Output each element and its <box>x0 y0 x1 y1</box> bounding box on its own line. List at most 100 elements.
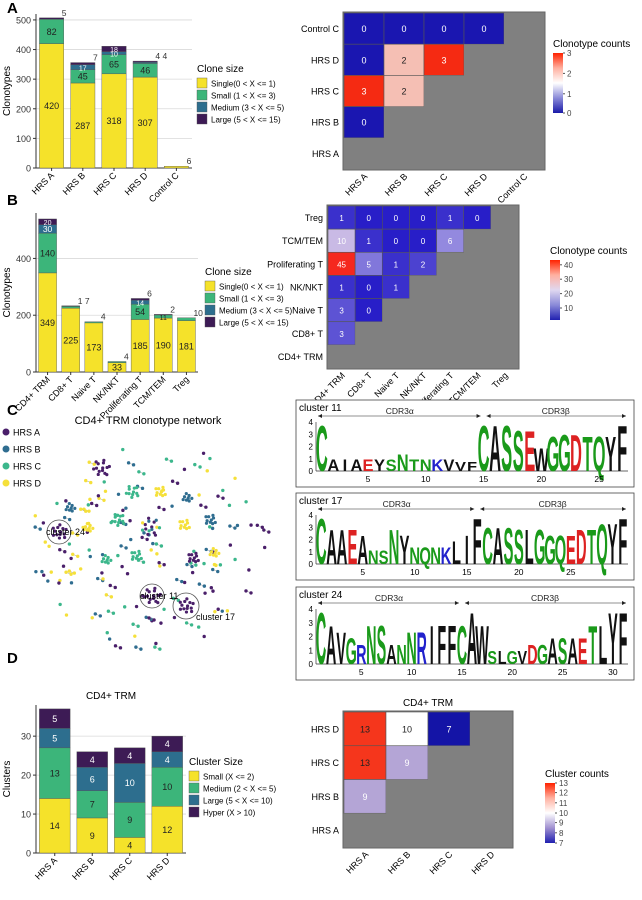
cell-label: 0 <box>481 24 486 34</box>
heatmap-cell <box>504 106 544 138</box>
logo-letter: R <box>356 639 366 670</box>
network-node <box>260 525 265 529</box>
logo-letter: S <box>487 648 497 668</box>
y-tick-label: 20 <box>21 771 31 781</box>
network-node <box>132 486 136 490</box>
row-label: HRS B <box>311 118 339 128</box>
logo-letter: C <box>457 615 467 677</box>
colorbar-title: Cluster counts <box>545 769 609 780</box>
data-label: 5 <box>52 733 57 743</box>
heatmap-cell <box>464 44 504 76</box>
legend-swatch <box>196 77 208 89</box>
logo-letter: A <box>357 527 368 574</box>
data-label: 9 <box>127 815 132 825</box>
network-node <box>58 523 62 527</box>
colorbar-tick-label: 8 <box>559 829 564 838</box>
network-node <box>190 553 194 557</box>
cluster-highlight <box>46 519 72 545</box>
network-node <box>133 634 137 638</box>
network-node <box>102 458 106 462</box>
network-node <box>69 506 73 510</box>
data-label: 65 <box>109 59 119 69</box>
logo-letter: T <box>409 457 419 475</box>
data-label: 20 <box>44 220 52 227</box>
heatmap-cell <box>490 206 518 230</box>
cell-label: 10 <box>402 724 412 734</box>
network-node <box>187 525 191 530</box>
network-node <box>79 507 83 511</box>
network-node <box>190 609 194 614</box>
logo-letter: Q <box>419 543 431 570</box>
network-node <box>194 563 198 567</box>
network-node <box>102 480 106 484</box>
logo-letter: D <box>576 519 587 574</box>
network-node <box>185 518 189 522</box>
network-node <box>84 478 88 483</box>
legend-label: Medium (3 < X <= 5) <box>219 307 292 316</box>
network-node <box>88 523 92 528</box>
network-node <box>148 597 152 601</box>
data-label: 4 <box>90 755 95 765</box>
y-tick-label: 400 <box>16 254 31 264</box>
legend-swatch <box>188 794 200 806</box>
logo-letter: A <box>386 639 396 670</box>
network-node <box>129 537 133 542</box>
network-node <box>192 549 196 554</box>
heatmap-cell <box>384 106 424 138</box>
bar-segment <box>132 76 158 169</box>
data-label: 9 <box>90 831 95 841</box>
legend-label: HRS B <box>13 445 41 455</box>
logo-letter: T <box>583 427 593 482</box>
network-node <box>67 517 72 522</box>
network-node <box>134 645 138 649</box>
network-node <box>187 553 191 557</box>
logo-letter: S <box>503 518 513 576</box>
legend-dot <box>2 462 10 470</box>
colorbar <box>550 260 560 320</box>
data-label: 420 <box>44 101 59 111</box>
legend-label: Single(0 < X <= 1) <box>219 283 284 292</box>
bar-segment <box>114 763 146 803</box>
bar-segment <box>70 82 96 169</box>
network-node <box>164 457 169 461</box>
network-node <box>204 547 208 552</box>
network-node <box>64 570 68 574</box>
network-node <box>189 606 193 610</box>
network-node <box>204 505 208 509</box>
network-node <box>137 557 141 562</box>
network-node <box>180 579 184 584</box>
x-tick-label: HRS C <box>92 170 119 197</box>
heatmap-cell <box>343 711 387 747</box>
arrow-head <box>470 507 475 511</box>
network-node <box>67 542 72 546</box>
logo-x-tick-label: 25 <box>558 667 568 677</box>
cell-label: 6 <box>448 237 453 246</box>
network-node <box>205 469 209 473</box>
network-node <box>213 520 217 525</box>
heatmap-cell <box>409 321 437 345</box>
network-node <box>47 544 51 549</box>
network-node <box>64 499 68 503</box>
logo-letter: F <box>447 615 456 677</box>
legend-label: Large (5 < X <= 15) <box>219 319 289 328</box>
bar-segment <box>107 361 127 363</box>
network-node <box>228 543 233 547</box>
logo-x-tick-label: 15 <box>457 667 467 677</box>
heatmap-cell <box>504 44 544 76</box>
bar-segment <box>39 43 64 169</box>
heatmap-cell <box>343 745 387 780</box>
y-tick-label: 200 <box>16 311 31 321</box>
network-node <box>228 524 232 528</box>
logo-x-tick-label: 10 <box>410 567 420 577</box>
network-node <box>106 609 111 613</box>
cell-label: 3 <box>339 330 344 339</box>
network-node <box>185 526 189 531</box>
colorbar-tick-label: 3 <box>567 49 572 58</box>
y-tick-label: 0 <box>26 368 31 378</box>
cell-label: 3 <box>441 55 446 65</box>
network-node <box>197 493 201 497</box>
network-node <box>90 616 94 620</box>
network-node <box>193 462 197 467</box>
legend-title: Clone size <box>205 267 252 278</box>
